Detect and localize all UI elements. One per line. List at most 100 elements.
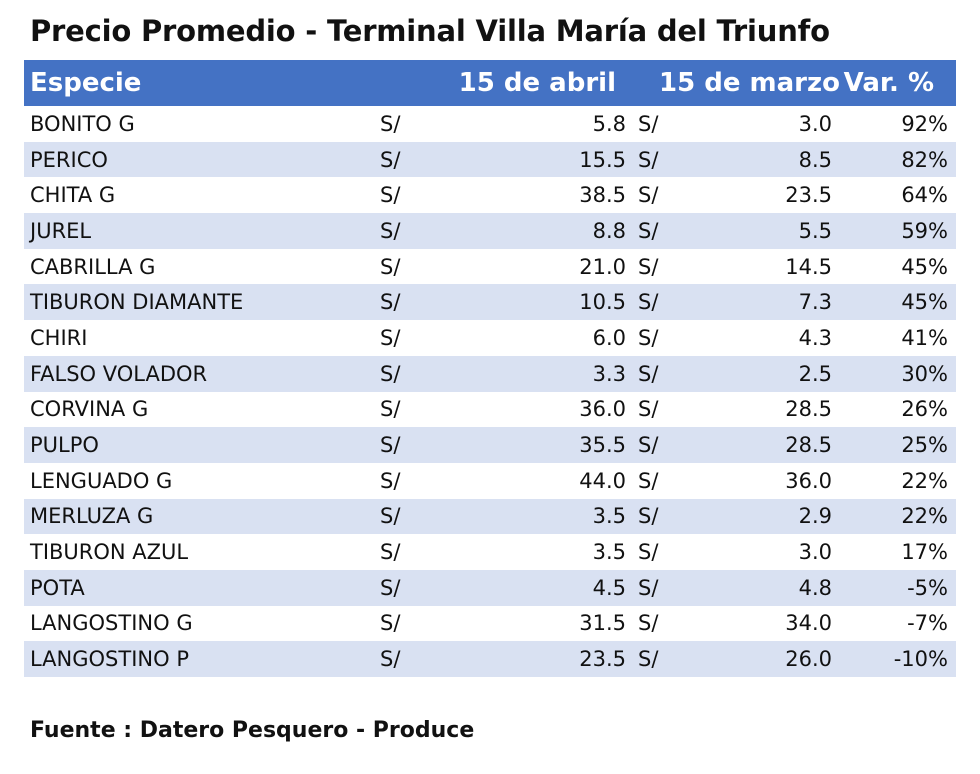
cell-abril: 5.8 [592,111,626,136]
header-abril: 15 de abril [458,68,616,98]
cell-abril: 21.0 [579,254,626,279]
cell-marzo: 28.5 [785,397,832,422]
cell-var: 26% [901,397,948,422]
cell-marzo: 23.5 [785,183,832,208]
cell-var: 17% [901,540,948,565]
table-row: LENGUADO G S/44.0 S/36.0 22% [24,462,956,499]
cell-abril: 3.5 [592,504,626,529]
cell-marzo: 14.5 [785,254,832,279]
cell-var: -10% [893,647,948,672]
source-note: Fuente : Datero Pesquero - Produce [30,718,475,743]
cell-currency-marzo: S/ [638,254,659,279]
cell-abril: 6.0 [592,325,626,350]
cell-currency-marzo: S/ [638,397,659,422]
cell-abril: 8.8 [592,218,626,243]
cell-abril: 4.5 [592,575,626,600]
table-row: CHIRI S/6.0 S/4.3 41% [24,320,956,356]
cell-abril: 36.0 [579,397,626,422]
table-row: CHITA G S/38.5 S/23.5 64% [24,177,956,214]
table-row: FALSO VOLADOR S/3.3 S/2.5 30% [24,355,956,392]
cell-currency-marzo: S/ [638,111,659,136]
cell-currency-marzo: S/ [638,433,659,458]
cell-currency-marzo: S/ [638,468,659,493]
table-row: TIBURON DIAMANTE S/10.5 S/7.3 45% [24,284,956,321]
cell-currency-abril: S/ [380,111,401,136]
cell-var: 25% [901,433,948,458]
table-row: PULPO S/35.5 S/28.5 25% [24,427,956,463]
cell-var: 22% [901,504,948,529]
cell-abril: 44.0 [579,468,626,493]
cell-especie: TIBURON AZUL [30,540,189,565]
cell-currency-marzo: S/ [638,290,659,315]
cell-abril: 31.5 [579,611,626,636]
cell-currency-abril: S/ [380,611,401,636]
cell-marzo: 28.5 [785,433,832,458]
table-row: BONITO G S/5.8 S/3.0 92% [24,106,956,142]
cell-especie: LENGUADO G [30,468,173,493]
table-header: Especie 15 de abril 15 de marzo Var. % [24,60,956,106]
cell-abril: 3.3 [592,361,626,386]
cell-marzo: 3.0 [798,111,832,136]
cell-especie: FALSO VOLADOR [30,361,208,386]
cell-currency-marzo: S/ [638,325,659,350]
cell-abril: 35.5 [579,433,626,458]
cell-especie: CABRILLA G [30,254,156,279]
cell-especie: TIBURON DIAMANTE [30,290,244,315]
cell-currency-abril: S/ [380,504,401,529]
cell-currency-abril: S/ [380,325,401,350]
cell-currency-abril: S/ [380,254,401,279]
cell-abril: 10.5 [579,290,626,315]
cell-currency-abril: S/ [380,468,401,493]
cell-marzo: 2.5 [798,361,832,386]
cell-currency-marzo: S/ [638,147,659,172]
table-row: POTA S/4.5 S/4.8 -5% [24,569,956,606]
cell-especie: LANGOSTINO P [30,647,189,672]
cell-var: 64% [901,183,948,208]
table-body: BONITO G S/5.8 S/3.0 92% PERICO S/15.5 S/8.5 82… [24,106,956,677]
cell-especie: POTA [30,575,85,600]
table-row: CORVINA G S/36.0 S/28.5 26% [24,391,956,428]
table-row: CABRILLA G S/21.0 S/14.5 45% [24,248,956,285]
page-title: Precio Promedio - Terminal Villa María d… [30,14,830,48]
table-row: PERICO S/15.5 S/8.5 82% [24,141,956,178]
cell-abril: 38.5 [579,183,626,208]
cell-var: 45% [901,254,948,279]
cell-currency-abril: S/ [380,147,401,172]
table-row: LANGOSTINO P S/23.5 S/26.0 -10% [24,641,956,677]
cell-marzo: 3.0 [798,540,832,565]
cell-marzo: 5.5 [798,218,832,243]
cell-especie: CHIRI [30,325,88,350]
header-marzo: 15 de marzo [659,68,840,98]
cell-var: 82% [901,147,948,172]
cell-marzo: 8.5 [798,147,832,172]
cell-marzo: 2.9 [798,504,832,529]
cell-marzo: 36.0 [785,468,832,493]
header-var: Var. % [843,68,934,98]
cell-currency-marzo: S/ [638,183,659,208]
cell-currency-abril: S/ [380,361,401,386]
cell-marzo: 4.8 [798,575,832,600]
cell-abril: 23.5 [579,647,626,672]
table-row: JUREL S/8.8 S/5.5 59% [24,213,956,249]
cell-currency-abril: S/ [380,183,401,208]
cell-currency-marzo: S/ [638,575,659,600]
cell-especie: PULPO [30,433,99,458]
cell-currency-marzo: S/ [638,218,659,243]
cell-especie: MERLUZA G [30,504,154,529]
cell-currency-abril: S/ [380,540,401,565]
table-row: TIBURON AZUL S/3.5 S/3.0 17% [24,534,956,570]
cell-var: 92% [901,111,948,136]
cell-currency-marzo: S/ [638,647,659,672]
cell-var: 30% [901,361,948,386]
cell-marzo: 7.3 [798,290,832,315]
cell-abril: 3.5 [592,540,626,565]
cell-var: -7% [907,611,948,636]
header-especie: Especie [30,68,142,98]
cell-var: 59% [901,218,948,243]
cell-currency-marzo: S/ [638,504,659,529]
price-table: Especie 15 de abril 15 de marzo Var. % B… [24,60,956,677]
cell-especie: BONITO G [30,111,135,136]
cell-especie: LANGOSTINO G [30,611,193,636]
cell-marzo: 4.3 [798,325,832,350]
cell-marzo: 34.0 [785,611,832,636]
